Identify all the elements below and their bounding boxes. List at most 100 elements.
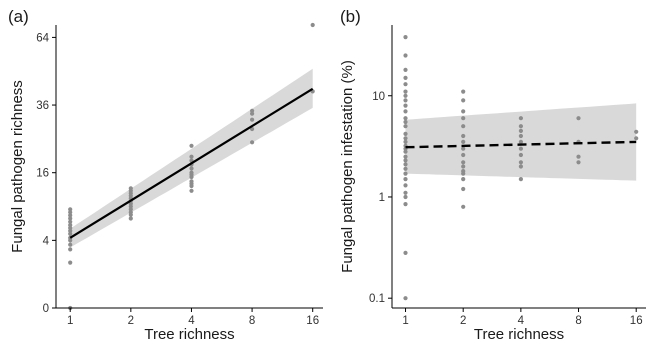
- data-point: [403, 158, 408, 163]
- data-point: [403, 82, 408, 87]
- data-point: [403, 119, 408, 125]
- panel-label: (b): [340, 7, 361, 26]
- data-point: [68, 228, 73, 233]
- data-point: [403, 166, 408, 171]
- fit-line: [69, 87, 314, 239]
- data-point: [310, 22, 315, 28]
- data-point: [403, 139, 408, 144]
- x-tick-label: 8: [575, 315, 581, 327]
- data-point: [68, 247, 73, 252]
- data-point: [461, 109, 466, 114]
- panel-a: 1 2 4 8 16 0 4 16 36 64 Tree richness Fungal pathog…: [8, 7, 323, 343]
- data-point: [403, 75, 408, 80]
- data-point: [403, 116, 408, 121]
- data-point: [68, 210, 73, 215]
- data-point: [68, 207, 73, 212]
- data-point: [461, 204, 466, 209]
- data-point: [68, 242, 73, 247]
- y-tick-label: 4: [43, 235, 50, 247]
- data-point: [403, 98, 408, 103]
- fit-line: [405, 140, 637, 149]
- data-point: [403, 93, 408, 98]
- x-tick-label: 8: [249, 315, 255, 327]
- data-point: [518, 116, 524, 121]
- data-point: [576, 116, 581, 121]
- data-point: [403, 136, 408, 141]
- data-point: [576, 154, 581, 159]
- data-point: [461, 160, 466, 165]
- y-tick-label: 16: [36, 168, 49, 180]
- data-point: [403, 183, 408, 188]
- data-point: [128, 210, 133, 215]
- data-point: [403, 162, 408, 167]
- y-tick-label: 1: [379, 192, 385, 204]
- data-point: [461, 89, 466, 94]
- data-point: [189, 188, 194, 193]
- data-point: [128, 216, 133, 221]
- data-point: [403, 89, 408, 94]
- data-point: [461, 146, 466, 151]
- x-tick-label: 1: [67, 315, 73, 327]
- data-point: [189, 154, 194, 159]
- data-point: [403, 202, 408, 207]
- x-tick-label: 1: [402, 315, 408, 327]
- data-point: [634, 129, 639, 134]
- x-tick-label: 4: [188, 315, 195, 327]
- data-point: [576, 160, 581, 165]
- y-axis-title: Fungal pathogen richness: [9, 80, 26, 253]
- data-point: [461, 164, 466, 169]
- data-point: [250, 117, 255, 122]
- data-point: [403, 35, 408, 40]
- data-point: [250, 111, 255, 116]
- y-tick-label: 0.1: [369, 293, 385, 305]
- data-point: [518, 152, 524, 158]
- x-tick-label: 2: [128, 315, 134, 327]
- x-tick-label: 16: [306, 315, 319, 327]
- data-point: [68, 223, 73, 228]
- y-axis-title: Fungal pathogen infestation (%): [339, 60, 356, 273]
- data-point: [189, 166, 194, 171]
- x-axis-title: Tree richness: [144, 326, 234, 343]
- data-point: [403, 67, 408, 72]
- data-point: [634, 136, 639, 141]
- data-point: [518, 177, 524, 182]
- data-point: [403, 190, 408, 195]
- x-tick-label: 4: [518, 315, 525, 327]
- data-point: [518, 133, 524, 139]
- data-point: [68, 219, 73, 224]
- data-point: [461, 116, 466, 121]
- data-point: [68, 216, 73, 221]
- data-point: [189, 170, 194, 175]
- data-point: [403, 171, 408, 176]
- data-point: [68, 231, 73, 236]
- data-point: [68, 225, 73, 231]
- data-point: [68, 213, 73, 218]
- data-point: [68, 260, 73, 265]
- data-point: [518, 128, 524, 133]
- data-point: [403, 149, 408, 154]
- data-point: [461, 169, 466, 174]
- data-point: [403, 154, 408, 159]
- y-tick-label: 36: [36, 100, 49, 112]
- data-point: [128, 207, 133, 212]
- data-point: [461, 152, 466, 158]
- data-point: [403, 194, 408, 200]
- data-point: [403, 53, 408, 58]
- data-point: [403, 124, 408, 129]
- data-point: [128, 186, 133, 191]
- data-point: [403, 296, 408, 301]
- data-point: [189, 143, 194, 148]
- y-tick-label: 0: [43, 303, 49, 315]
- data-point: [518, 164, 524, 169]
- data-point: [403, 177, 408, 182]
- data-point: [461, 177, 466, 182]
- data-point: [518, 139, 524, 144]
- data-point: [461, 124, 466, 129]
- data-point: [461, 139, 466, 144]
- y-tick-label: 10: [372, 91, 385, 103]
- data-point: [403, 250, 408, 255]
- data-point: [518, 124, 524, 129]
- data-point: [189, 179, 194, 184]
- data-point: [518, 160, 524, 165]
